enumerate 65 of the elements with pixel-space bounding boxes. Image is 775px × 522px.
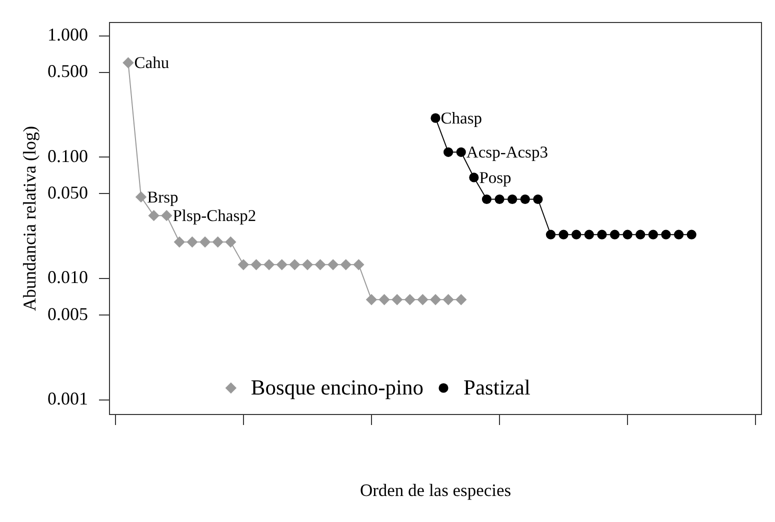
x-axis-title: Orden de las especies — [360, 480, 512, 500]
point — [199, 236, 211, 248]
point — [353, 259, 364, 270]
point — [148, 210, 160, 222]
legend-label: Pastizal — [463, 376, 530, 400]
point — [161, 210, 172, 222]
point — [469, 172, 479, 182]
y-tick-label: 0.500 — [48, 61, 88, 82]
point — [674, 230, 684, 240]
point — [327, 259, 339, 270]
point — [378, 294, 390, 306]
point — [314, 259, 326, 270]
y-tick-label: 0.100 — [48, 146, 88, 166]
point — [494, 194, 504, 204]
point — [442, 294, 454, 306]
point — [391, 294, 403, 306]
point — [238, 259, 250, 270]
point — [636, 230, 646, 240]
data-label: Posp — [479, 168, 512, 187]
y-tick-label: 1.000 — [48, 24, 88, 45]
point — [417, 294, 428, 306]
data-label: Cahu — [134, 53, 170, 72]
point — [212, 236, 224, 248]
point — [263, 259, 275, 270]
point — [289, 259, 300, 270]
point — [302, 259, 314, 270]
point — [597, 230, 607, 240]
y-tick-label: 0.050 — [48, 182, 88, 202]
point — [686, 230, 696, 240]
point — [430, 294, 442, 306]
point — [186, 236, 198, 248]
point — [520, 194, 530, 204]
point — [122, 57, 134, 68]
data-label: Acsp-Acsp3 — [466, 142, 548, 162]
y-tick-label: 0.005 — [48, 304, 88, 324]
data-label: Chasp — [440, 108, 482, 128]
y-tick-label: 0.010 — [48, 267, 88, 288]
y-axis-title: Abundancia relativa (log) — [20, 126, 40, 311]
point — [430, 113, 440, 123]
point — [444, 147, 454, 157]
point — [648, 230, 658, 240]
point — [584, 230, 594, 240]
point — [508, 194, 518, 204]
point — [661, 230, 671, 240]
data-label: Brsp — [147, 187, 178, 206]
point — [404, 294, 416, 306]
point — [610, 230, 620, 240]
point — [135, 191, 147, 203]
point — [456, 294, 467, 306]
point — [250, 259, 262, 270]
point — [482, 194, 492, 204]
point — [572, 230, 582, 240]
point — [340, 259, 352, 270]
point — [276, 259, 288, 270]
point — [533, 194, 543, 204]
point — [456, 147, 466, 157]
point — [174, 236, 186, 248]
y-tick-label: 0.001 — [48, 388, 88, 409]
data-label: Plsp-Chasp2 — [172, 206, 256, 225]
point — [366, 294, 378, 306]
point — [546, 230, 556, 240]
point — [225, 236, 236, 248]
point — [622, 230, 632, 240]
legend-label: Bosque encino-pino — [250, 376, 424, 400]
point — [558, 230, 568, 240]
